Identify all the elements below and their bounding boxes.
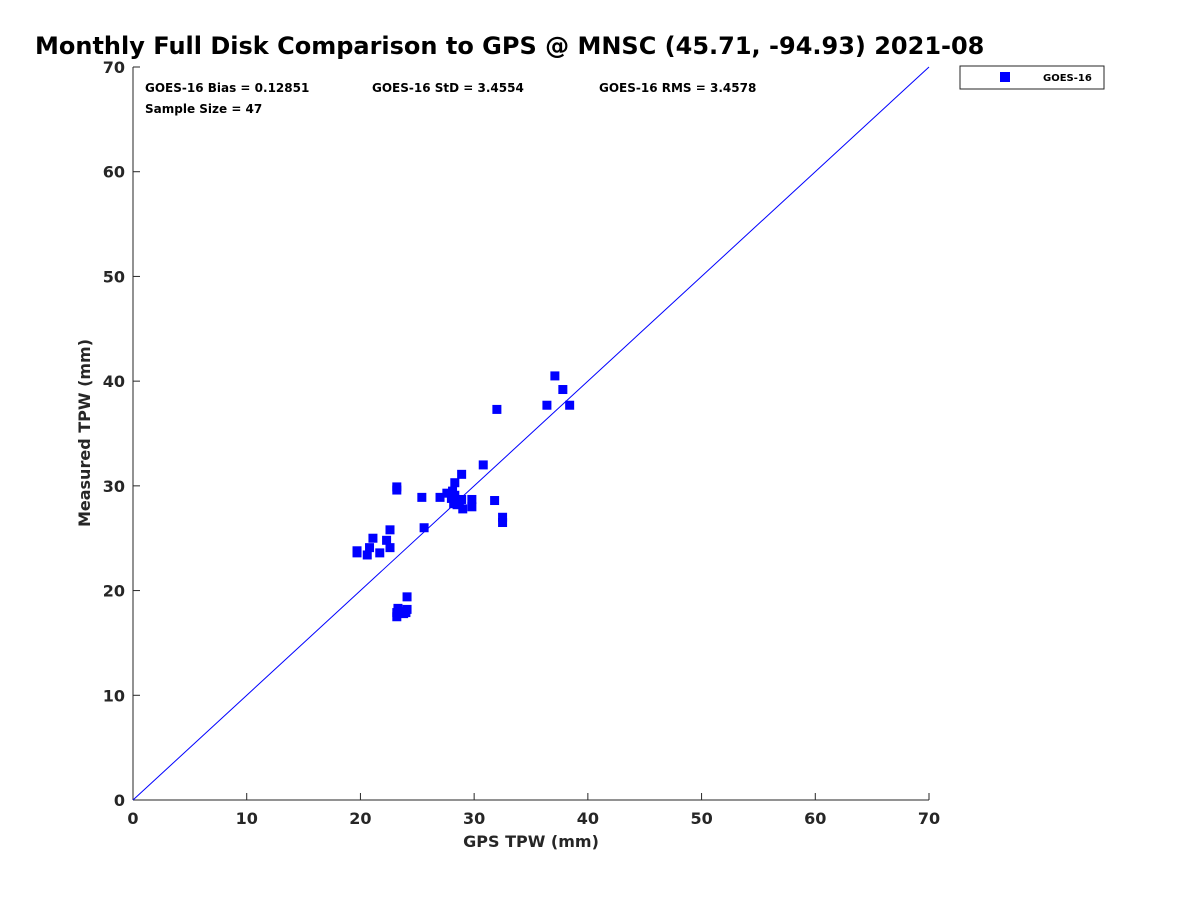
data-point: [385, 543, 395, 553]
x-axis-label: GPS TPW (mm): [463, 832, 599, 851]
data-points: [352, 371, 575, 622]
data-point: [435, 492, 445, 502]
data-point: [490, 496, 500, 506]
data-point: [565, 400, 575, 410]
legend-label: GOES-16: [1043, 73, 1092, 84]
legend-box: [959, 65, 1105, 90]
y-tick-label: 0: [114, 791, 125, 810]
data-point: [419, 523, 429, 533]
data-point: [542, 400, 552, 410]
data-point: [457, 494, 467, 504]
x-tick-label: 10: [236, 809, 258, 828]
data-point: [467, 494, 477, 504]
data-point: [442, 488, 452, 498]
data-point: [392, 482, 402, 492]
data-point: [450, 478, 460, 488]
data-point: [385, 525, 395, 535]
data-point: [365, 543, 375, 553]
data-point: [375, 548, 385, 558]
x-tick-label: 0: [127, 809, 138, 828]
data-point: [492, 404, 502, 414]
data-point: [498, 512, 508, 522]
data-point: [457, 469, 467, 479]
y-tick-label: 50: [103, 267, 125, 286]
data-point: [467, 502, 477, 512]
x-tick-label: 60: [804, 809, 826, 828]
y-tick-label: 30: [103, 477, 125, 496]
y-tick-label: 20: [103, 582, 125, 601]
y-tick-label: 70: [103, 58, 125, 77]
data-point: [352, 546, 362, 556]
y-axis-label: Measured TPW (mm): [75, 339, 94, 527]
y-tick-label: 10: [103, 686, 125, 705]
plot-area: 0 10 20 30 40 50 60 70 0 10 20 30 40 50 60 70: [103, 58, 940, 828]
legend-marker-square: [1000, 72, 1010, 82]
y-tick-label: 60: [103, 163, 125, 182]
data-point: [498, 518, 508, 528]
data-point: [382, 535, 392, 545]
y-ticks: 0 10 20 30 40 50 60 70: [103, 58, 140, 810]
x-tick-label: 70: [918, 809, 940, 828]
x-tick-label: 30: [463, 809, 485, 828]
data-point: [402, 592, 412, 602]
bias-stat: GOES-16 Bias = 0.12851: [145, 81, 309, 95]
data-point: [368, 533, 378, 543]
x-tick-label: 40: [577, 809, 599, 828]
sample-size-stat: Sample Size = 47: [145, 102, 262, 116]
chart-title: Monthly Full Disk Comparison to GPS @ MN…: [35, 32, 984, 60]
y-tick-label: 40: [103, 372, 125, 391]
legend: GOES-16: [959, 65, 1105, 90]
rms-stat: GOES-16 RMS = 3.4578: [599, 81, 756, 95]
std-stat: GOES-16 StD = 3.4554: [372, 81, 524, 95]
data-point: [402, 604, 412, 614]
x-ticks: 0 10 20 30 40 50 60 70: [127, 793, 940, 828]
data-point: [558, 385, 568, 395]
x-tick-label: 50: [690, 809, 712, 828]
data-point: [417, 492, 427, 502]
data-point: [550, 371, 560, 381]
data-point: [362, 550, 372, 560]
data-point: [478, 460, 488, 470]
one-to-one-line: [132, 66, 930, 801]
data-point: [458, 504, 468, 514]
data-point: [450, 490, 460, 500]
x-tick-label: 20: [349, 809, 371, 828]
